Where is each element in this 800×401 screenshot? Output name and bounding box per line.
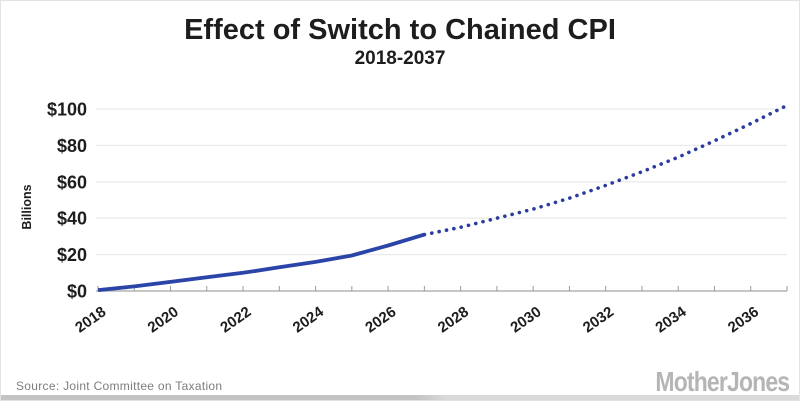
y-axis-title: Billions <box>20 184 34 229</box>
x-axis-labels: 2018 2020 2022 2024 2026 2028 2030 2032 2034 2036 <box>72 303 762 336</box>
series-projected <box>422 103 789 237</box>
svg-text:2024: 2024 <box>290 303 328 336</box>
chart-title: Effect of Switch to Chained CPI <box>184 14 616 46</box>
svg-text:2032: 2032 <box>580 303 617 336</box>
svg-text:2034: 2034 <box>652 303 690 336</box>
svg-text:2030: 2030 <box>507 303 544 336</box>
svg-text:$100: $100 <box>47 100 87 120</box>
svg-text:2022: 2022 <box>217 303 254 336</box>
svg-text:$0: $0 <box>67 282 87 302</box>
svg-text:2036: 2036 <box>725 303 762 336</box>
source-text: Source: Joint Committee on Taxation <box>16 379 223 393</box>
svg-text:$20: $20 <box>57 245 87 265</box>
gridlines <box>96 108 787 256</box>
svg-text:2026: 2026 <box>362 303 399 336</box>
y-axis-labels: $0 $20 $40 $60 $80 $100 <box>47 100 87 302</box>
chart-subtitle: 2018-2037 <box>354 48 446 69</box>
svg-text:2018: 2018 <box>72 303 109 336</box>
svg-text:2028: 2028 <box>435 303 472 336</box>
svg-text:$60: $60 <box>57 172 87 192</box>
svg-text:2020: 2020 <box>145 303 182 336</box>
x-axis <box>96 286 788 292</box>
svg-text:$40: $40 <box>57 209 87 229</box>
svg-text:$80: $80 <box>57 136 87 156</box>
series-enacted <box>97 232 425 292</box>
motherjones-logo: MotherJones <box>655 366 790 397</box>
bottom-edge-bar <box>1 395 799 400</box>
